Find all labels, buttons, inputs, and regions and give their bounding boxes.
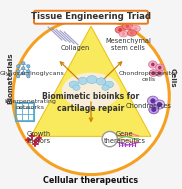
Text: Gene
therapeutics: Gene therapeutics: [104, 131, 146, 144]
Circle shape: [158, 66, 162, 69]
Text: Glycosaminoglycans: Glycosaminoglycans: [0, 71, 64, 76]
Circle shape: [130, 31, 134, 35]
Text: Growth
factors: Growth factors: [27, 131, 51, 144]
Ellipse shape: [105, 81, 114, 88]
Ellipse shape: [149, 61, 157, 68]
Circle shape: [118, 28, 122, 32]
Text: Mesenchymal
stem cells: Mesenchymal stem cells: [105, 38, 151, 51]
Ellipse shape: [149, 105, 159, 114]
Ellipse shape: [154, 100, 165, 109]
Circle shape: [17, 65, 20, 68]
Circle shape: [157, 71, 161, 75]
Circle shape: [22, 67, 25, 70]
Ellipse shape: [155, 64, 164, 71]
Ellipse shape: [119, 31, 128, 37]
Ellipse shape: [122, 23, 133, 30]
Ellipse shape: [69, 81, 78, 88]
Text: Collagen: Collagen: [61, 45, 90, 51]
Text: Biomaterials: Biomaterials: [7, 52, 13, 104]
Circle shape: [122, 32, 125, 36]
Text: Biomimetic bioinks for
cartilage repair: Biomimetic bioinks for cartilage repair: [42, 92, 140, 113]
Ellipse shape: [96, 78, 106, 85]
Circle shape: [22, 72, 25, 75]
Text: Chondrocytes: Chondrocytes: [125, 103, 171, 109]
Ellipse shape: [102, 85, 109, 90]
Circle shape: [134, 27, 137, 30]
Circle shape: [17, 70, 20, 73]
Ellipse shape: [87, 76, 97, 84]
Ellipse shape: [155, 70, 163, 76]
Ellipse shape: [131, 25, 140, 32]
Circle shape: [150, 98, 155, 103]
Ellipse shape: [147, 96, 158, 106]
Circle shape: [102, 131, 117, 147]
Circle shape: [151, 71, 155, 75]
Circle shape: [27, 65, 30, 68]
Circle shape: [27, 75, 30, 78]
Circle shape: [151, 63, 155, 66]
Text: Tissue Engineering Triad: Tissue Engineering Triad: [31, 12, 151, 21]
Circle shape: [22, 62, 25, 65]
Circle shape: [151, 107, 156, 112]
Text: Cellular therapeutics: Cellular therapeutics: [43, 176, 139, 185]
Ellipse shape: [62, 73, 120, 109]
Ellipse shape: [78, 77, 88, 84]
Circle shape: [126, 24, 129, 28]
Circle shape: [17, 75, 20, 78]
FancyBboxPatch shape: [34, 11, 148, 24]
Text: Cells: Cells: [170, 68, 176, 88]
Text: Interpenetrating
networks: Interpenetrating networks: [4, 99, 56, 110]
Ellipse shape: [149, 70, 157, 77]
Ellipse shape: [73, 85, 80, 90]
Ellipse shape: [127, 30, 136, 36]
Ellipse shape: [115, 26, 125, 33]
Polygon shape: [31, 26, 151, 136]
Text: Chondroprogenitor
cells: Chondroprogenitor cells: [118, 71, 178, 82]
Circle shape: [157, 102, 162, 107]
Circle shape: [27, 70, 30, 73]
Circle shape: [13, 18, 169, 175]
